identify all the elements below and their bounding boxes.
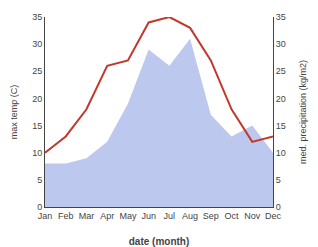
svg-text:Feb: Feb: [58, 211, 74, 221]
svg-text:med. precipitation (kg/m2): med. precipitation (kg/m2): [298, 60, 308, 164]
svg-text:Jan: Jan: [38, 211, 53, 221]
svg-text:30: 30: [32, 39, 42, 49]
svg-text:Sep: Sep: [203, 211, 219, 221]
svg-text:Aug: Aug: [182, 211, 198, 221]
svg-text:Jun: Jun: [141, 211, 156, 221]
svg-text:0: 0: [276, 202, 281, 212]
svg-text:15: 15: [32, 121, 42, 131]
svg-text:35: 35: [276, 12, 286, 22]
svg-text:max temp (C): max temp (C): [9, 85, 19, 140]
svg-text:Jul: Jul: [164, 211, 176, 221]
svg-text:date (month): date (month): [129, 236, 190, 247]
svg-text:5: 5: [276, 175, 281, 185]
svg-text:35: 35: [32, 12, 42, 22]
svg-text:May: May: [119, 211, 137, 221]
svg-text:Apr: Apr: [100, 211, 114, 221]
svg-text:30: 30: [276, 39, 286, 49]
svg-text:10: 10: [276, 148, 286, 158]
svg-text:Oct: Oct: [225, 211, 240, 221]
svg-text:25: 25: [32, 66, 42, 76]
svg-text:0: 0: [37, 202, 42, 212]
svg-text:20: 20: [32, 94, 42, 104]
svg-text:10: 10: [32, 148, 42, 158]
svg-text:Mar: Mar: [79, 211, 95, 221]
svg-text:15: 15: [276, 121, 286, 131]
svg-text:Dec: Dec: [265, 211, 282, 221]
svg-text:5: 5: [37, 175, 42, 185]
svg-text:25: 25: [276, 66, 286, 76]
svg-text:20: 20: [276, 94, 286, 104]
svg-text:Nov: Nov: [244, 211, 261, 221]
